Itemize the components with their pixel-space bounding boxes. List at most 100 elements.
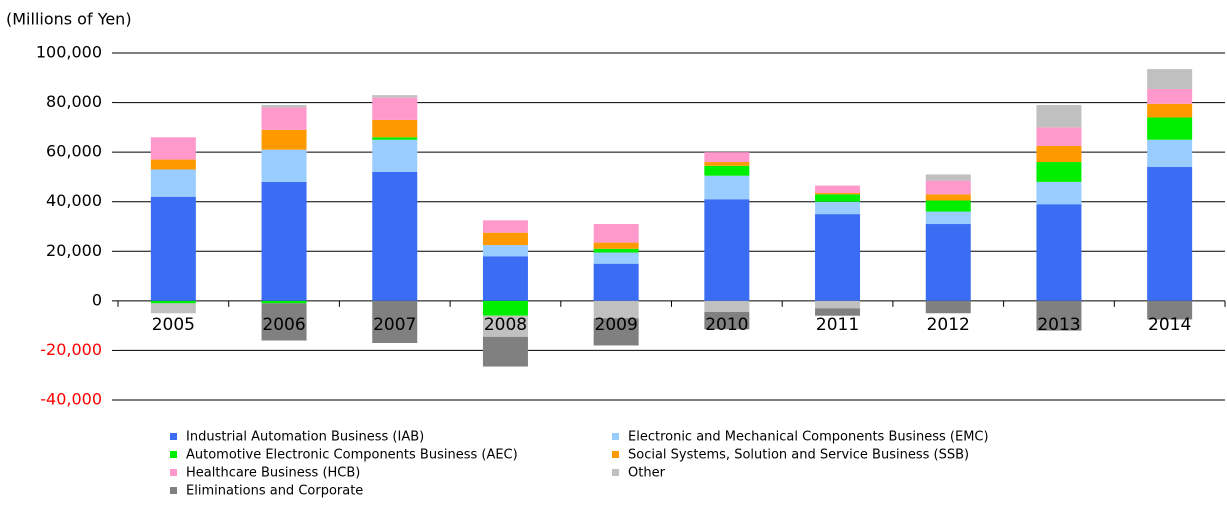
bar-segment [1036,105,1082,128]
bar-segment [704,152,750,163]
bar-segment [1036,204,1082,301]
bar-segment [925,180,971,195]
bar-segment [815,193,861,195]
legend-swatch [170,451,177,458]
bar-segment [704,199,750,301]
bar-segment [925,194,971,201]
legend-label: Eliminations and Corporate [186,484,363,499]
bar-segment [925,224,971,301]
bar-segment [815,300,861,309]
bar-segment [150,169,196,197]
bar-segment [1147,88,1193,104]
legend-label: Automotive Electronic Components Busines… [186,448,518,463]
y-tick-label: -20,000 [40,340,102,359]
y-tick-label: 20,000 [46,241,102,260]
x-tick-label: 2010 [705,315,748,335]
bar-segment [372,137,418,140]
y-tick-label: 40,000 [46,191,102,210]
bar-segment [925,300,971,314]
bar-segment [261,149,307,182]
x-tick-label: 2005 [152,315,195,335]
bar-segment [261,181,307,301]
y-tick-label: -40,000 [40,390,102,409]
bar-segment [925,174,971,181]
bar-segment [372,300,418,343]
x-tick-label: 2008 [484,315,527,335]
x-tick-label: 2012 [927,315,970,335]
bar-segment [482,300,528,316]
bar-segment [593,224,639,243]
bar-segment [815,194,861,202]
legend-swatch [170,487,177,494]
bar-segment [593,263,639,301]
bar-segment [1036,145,1082,163]
bar-segment [704,312,750,330]
x-tick-label: 2011 [816,315,859,335]
bar-segment [925,211,971,225]
legend-swatch [612,451,619,458]
bar-segment [1147,117,1193,140]
y-tick-label: 100,000 [36,43,102,62]
bar-segment [261,303,307,341]
x-tick-label: 2007 [373,315,416,335]
bar-segment [150,137,196,160]
bar-segment [372,119,418,138]
bar-segment [1147,103,1193,118]
bar-segment [593,242,639,249]
bar-segment [150,300,196,304]
bar-segment [482,232,528,246]
bar-segment [1147,139,1193,168]
bar-segment [1036,127,1082,146]
bar-segment [150,196,196,301]
bar-segment [482,256,528,301]
bar-segment [1036,181,1082,205]
legend-label: Social Systems, Solution and Service Bus… [628,448,969,463]
bar-segment [261,105,307,108]
bar-segment [593,252,639,264]
bar-segment [815,201,861,215]
bar-segment [1036,300,1082,331]
y-tick-label: 60,000 [46,142,102,161]
bar-segment [372,95,418,98]
bar-segment [482,245,528,257]
bar-segment [261,107,307,130]
bar-segment [372,139,418,172]
bar-segment [150,159,196,170]
x-tick-label: 2013 [1037,315,1080,335]
legend-label: Healthcare Business (HCB) [186,466,360,481]
legend-label: Electronic and Mechanical Components Bus… [628,430,989,445]
bar-segment [593,300,639,319]
bar-segment [704,162,750,166]
bar-segment [482,220,528,233]
bar-segment [593,248,639,253]
x-tick-label: 2014 [1148,315,1191,335]
bar-segment [261,129,307,150]
bar-segment [704,175,750,200]
legend-swatch [170,433,177,440]
legend-swatch [170,469,177,476]
bar-segment [815,308,861,316]
bar-segment [1147,300,1193,320]
y-tick-label: 80,000 [46,92,102,111]
bar-segment [815,214,861,301]
bar-segment [372,171,418,301]
x-tick-label: 2006 [262,315,305,335]
bar-segment [925,200,971,212]
bar-segment [150,303,196,314]
legend-swatch [612,469,619,476]
legend-label: Other [628,466,666,481]
bar-segment [372,97,418,120]
bar-segment [261,300,307,304]
bar-segment [815,185,861,194]
bar-segment [482,336,528,367]
bar-segment [1036,162,1082,182]
x-tick-label: 2009 [595,315,638,335]
bar-segment [593,318,639,346]
bar-segment [1147,69,1193,89]
legend-label: Industrial Automation Business (IAB) [186,430,424,445]
y-axis-label: (Millions of Yen) [6,10,132,29]
y-tick-label: 0 [92,290,102,309]
bar-segment [1147,167,1193,301]
bar-segment [704,165,750,176]
